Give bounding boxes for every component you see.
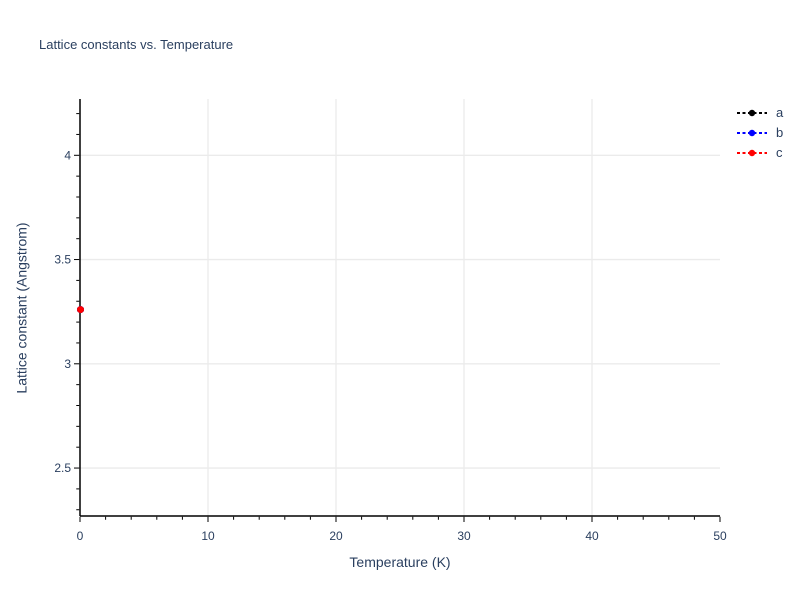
y-tick-label: 3.5 — [54, 253, 71, 267]
x-axis-title: Temperature (K) — [349, 554, 451, 570]
y-axis-title-text: Lattice constant (Angstrom) — [14, 221, 30, 394]
x-tick-label: 30 — [457, 529, 471, 543]
x-tick-label: 50 — [713, 529, 727, 543]
y-tick-label: 2.5 — [54, 461, 71, 475]
x-tick-label: 40 — [585, 529, 599, 543]
x-tick-label: 0 — [77, 529, 84, 543]
x-tick-label: 10 — [201, 529, 215, 543]
legend-label-c: c — [776, 145, 783, 160]
legend-item-a[interactable]: a — [736, 106, 783, 119]
legend-item-c[interactable]: c — [736, 146, 783, 159]
y-axis-title: Lattice constant (Angstrom) — [12, 99, 32, 516]
legend-item-b[interactable]: b — [736, 126, 783, 139]
data-point-c — [77, 306, 84, 314]
y-tick-label: 3 — [64, 357, 71, 371]
legend-line-sample-b — [737, 129, 767, 136]
chart-title: Lattice constants vs. Temperature — [39, 37, 234, 52]
legend-line-sample-c — [737, 149, 767, 156]
y-tick-label: 4 — [64, 148, 71, 162]
legend-label-a: a — [776, 105, 784, 120]
legend-label-b: b — [776, 125, 784, 140]
x-tick-label: 20 — [329, 529, 343, 543]
legend-line-sample-a — [737, 109, 767, 116]
